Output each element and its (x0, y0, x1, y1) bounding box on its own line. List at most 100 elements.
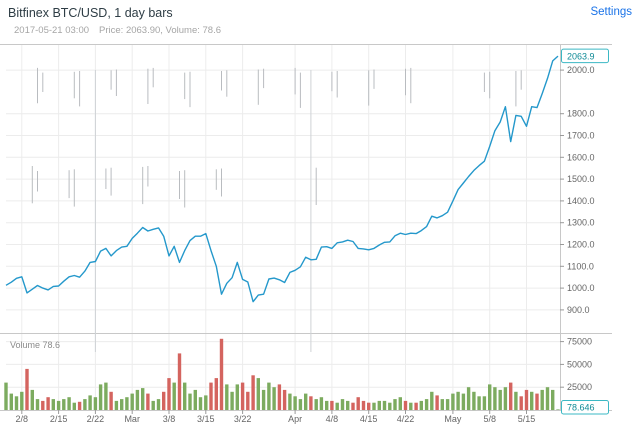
volume-bar (25, 368, 29, 410)
volume-bar (93, 397, 98, 410)
volume-bar (251, 375, 255, 410)
volume-bar (530, 391, 534, 411)
readout-timestamp: 2017-05-21 03:00 (14, 25, 90, 36)
x-axis-label: 2/8 (16, 414, 29, 424)
x-axis-label: 4/22 (397, 414, 415, 424)
x-axis-label: 2/15 (50, 414, 68, 424)
volume-bar (88, 395, 92, 410)
volume-bar (62, 399, 66, 410)
price-axis-label: 1300.0 (567, 218, 595, 228)
x-axis-label: 4/15 (360, 414, 378, 424)
volume-bar (156, 399, 161, 410)
volume-bar (545, 387, 550, 410)
price-line (5, 55, 559, 303)
volume-bar (356, 397, 360, 410)
x-axis-label: Apr (288, 414, 302, 424)
volume-bar (372, 402, 376, 410)
volume-bar (325, 400, 329, 410)
volume-bar (120, 399, 124, 410)
volume-bar (77, 401, 82, 410)
volume-bar (198, 397, 203, 410)
volume-bar (445, 399, 450, 410)
x-axis-label: 3/15 (197, 414, 215, 424)
price-axis-label: 1100.0 (567, 261, 594, 271)
volume-bar (188, 393, 192, 410)
volume-bar (482, 396, 487, 410)
volume-bar (430, 391, 434, 411)
volume-bar (167, 378, 171, 410)
volume-bar (498, 389, 502, 410)
price-axis: 2000.0 1800.0 1700.0 1600.0 1500.0 1400.0 1300… (560, 48, 609, 315)
volume-bar (135, 389, 140, 410)
volume-bar (403, 400, 408, 410)
price-axis-label: 1500.0 (567, 174, 595, 184)
volume-axis: 75000 50000 25000 78.646 (560, 337, 609, 415)
bar-artifact-marks (31, 67, 522, 352)
volume-bar (141, 388, 145, 410)
last-price-label: 2063.9 (567, 51, 595, 61)
x-axis-label: May (444, 414, 462, 424)
volume-bar (461, 393, 466, 410)
price-axis-label: 1000.0 (567, 283, 595, 293)
settings-link[interactable]: Settings (590, 6, 632, 18)
volume-bar (67, 397, 71, 410)
volume-bar (556, 409, 560, 410)
volume-bar (282, 389, 287, 410)
readout-price-volume: Price: 2063.90, Volume: 78.6 (99, 25, 222, 36)
volume-bar (388, 402, 392, 410)
volume-bar (456, 391, 460, 411)
price-axis-label: 2000.0 (567, 65, 595, 75)
volume-bar (114, 400, 119, 410)
volume-bar (193, 389, 197, 410)
volume-pane-label: Volume 78.6 (10, 340, 60, 350)
volume-bar (440, 399, 444, 410)
volume-bar (524, 389, 529, 410)
volume-bar (398, 397, 402, 410)
volume-bar (72, 402, 76, 410)
volume-bar (304, 393, 308, 410)
volume-bar (393, 399, 397, 410)
x-axis-label: 4/8 (326, 414, 339, 424)
volume-bar (204, 395, 208, 410)
price-axis-label: 900.0 (567, 305, 590, 315)
volume-axis-label: 75000 (567, 337, 592, 347)
volume-bar (214, 378, 218, 410)
volume-bar (51, 399, 55, 410)
volume-bar (477, 396, 481, 410)
volume-bar (230, 391, 234, 411)
volume-bar (14, 396, 19, 410)
volume-bar (209, 382, 213, 410)
volume-bar (314, 399, 318, 410)
volume-bar (30, 389, 34, 410)
crosshair-readout: 2017-05-21 03:00 Price: 2063.90, Volume: … (14, 25, 231, 36)
volume-bar (298, 399, 303, 410)
volume-bar (382, 400, 387, 410)
volume-bar (162, 391, 166, 411)
volume-bar (519, 396, 523, 410)
chart-title: Bitfinex BTC/USD, 1 day bars (8, 6, 173, 20)
price-axis-label: 1700.0 (567, 131, 595, 141)
volume-bar (377, 400, 381, 410)
volume-bar (330, 400, 334, 410)
volume-bar (35, 399, 40, 410)
volume-bar (277, 384, 282, 410)
volume-bar (466, 387, 471, 410)
volume-bar (98, 384, 103, 410)
volume-bar (493, 387, 497, 410)
volume-bar (409, 402, 413, 410)
chart-frame (0, 44, 612, 411)
volume-bar (56, 400, 61, 410)
volume-bars (4, 338, 560, 411)
volume-bar (340, 399, 345, 410)
volume-bar (130, 393, 134, 410)
volume-bar (256, 378, 260, 410)
x-axis: 2/8 2/15 2/22 Mar 3/8 3/15 3/22 Apr 4/8 4/15 4/22 M… (16, 410, 535, 424)
volume-bar (183, 382, 187, 410)
volume-bar (361, 400, 366, 410)
volume-bar (272, 387, 276, 410)
volume-bar (451, 393, 455, 410)
volume-bar (503, 387, 508, 410)
volume-bar (414, 402, 418, 410)
